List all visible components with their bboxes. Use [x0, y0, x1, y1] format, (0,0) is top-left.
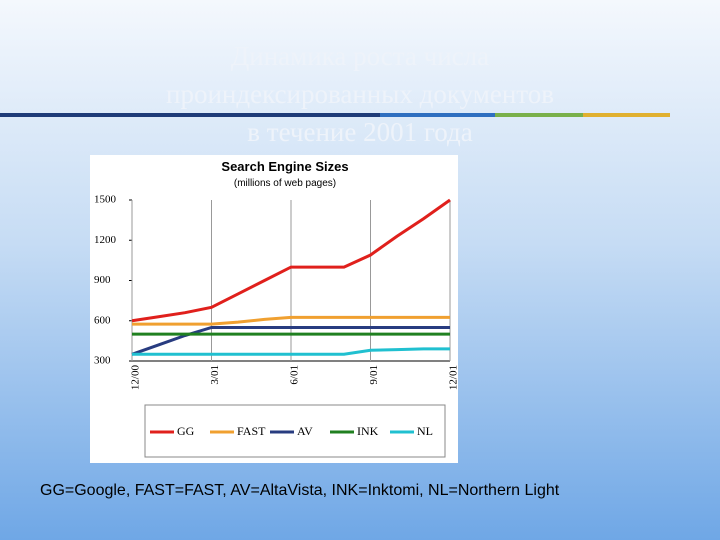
- footnote: GG=Google, FAST=FAST, AV=AltaVista, INK=…: [40, 482, 560, 499]
- slide-title: проиндексированных документов: [166, 79, 554, 109]
- legend-label: FAST: [237, 424, 266, 438]
- series-line: [132, 315, 450, 326]
- y-tick-label: 1500: [94, 194, 117, 206]
- x-tick-label: 9/01: [368, 365, 380, 385]
- series-line: [132, 347, 450, 356]
- slide-title: в течение 2001 года: [247, 117, 472, 147]
- legend-box: [144, 404, 446, 458]
- band: [0, 113, 380, 117]
- band: [380, 113, 495, 117]
- y-tick-label: 600: [94, 314, 111, 326]
- legend-label: INK: [357, 424, 379, 438]
- chart-panel: [90, 155, 458, 463]
- legend-label: AV: [297, 424, 313, 438]
- band: [495, 113, 583, 117]
- plot: 300 600 900 1200 1500 12/00 3/01 6/01 9/01 12/01 G…: [94, 194, 460, 438]
- legend-label: GG: [177, 424, 195, 438]
- x-tick-label: 12/01: [448, 365, 460, 390]
- y-tick-label: 300: [94, 355, 111, 367]
- band: [583, 113, 670, 117]
- slide-title: Динамика роста числа: [231, 41, 489, 71]
- series-line: [131, 198, 451, 323]
- chart-title: Search Engine Sizes: [221, 159, 348, 174]
- x-tick-label: 3/01: [209, 365, 221, 385]
- y-tick-label: 1200: [94, 234, 117, 246]
- x-tick-label: 12/00: [130, 365, 142, 391]
- x-tick-label: 6/01: [289, 365, 301, 385]
- chart-subtitle: (millions of web pages): [234, 178, 336, 189]
- y-tick-label: 900: [94, 274, 111, 286]
- legend-label: NL: [417, 424, 433, 438]
